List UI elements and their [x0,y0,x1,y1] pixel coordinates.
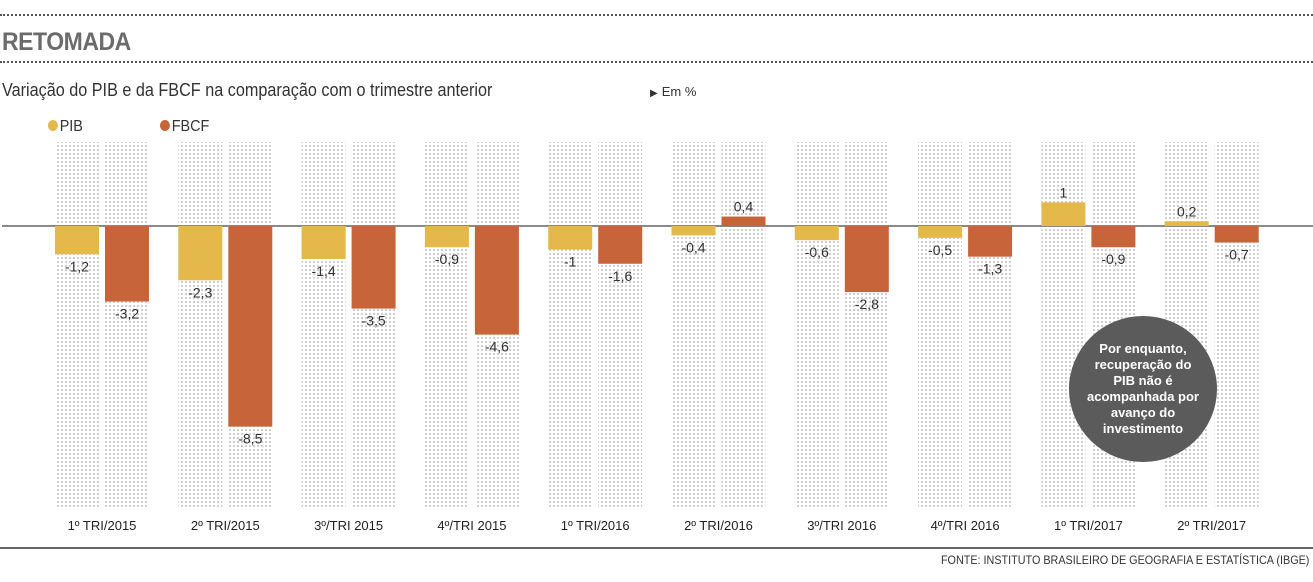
data-label: -2,3 [188,284,212,300]
data-label: -1,3 [978,261,1002,277]
source-note: FONTE: INSTITUTO BRASILEIRO DE GEOGRAFIA… [940,553,1309,567]
x-tick-label: 2º TRI/2015 [191,518,260,533]
annotation-bubble: Por enquanto, recuperação do PIB não é a… [1069,316,1217,462]
data-label: -0,7 [1225,247,1249,263]
data-label: -0,5 [928,242,952,258]
data-label: 1 [1060,184,1068,200]
bar-fbcf [721,216,766,226]
data-label: -3,2 [115,306,139,322]
bar-background-column [918,142,963,508]
bar-fbcf [844,226,889,293]
bar-pib [55,226,99,255]
bar-pib [548,226,593,250]
bar-pib [918,226,963,238]
bar-background-column [968,142,1013,508]
x-tick-label: 3º/TRI 2015 [314,518,383,533]
legend-item-pib: PIB [48,118,83,136]
x-tick-label: 4º/TRI 2015 [437,518,506,533]
data-label: -8,5 [238,431,262,447]
bar-background-column [55,142,99,508]
bar-background-column [105,142,149,508]
top-dotted-rule [0,14,1313,16]
data-label: -2,8 [855,296,879,312]
data-label: -1,2 [65,258,89,274]
bar-background-column [844,142,889,508]
bar-pib [671,226,716,236]
data-label: 0,2 [1177,203,1197,219]
bottom-rule [0,547,1313,549]
legend-dot-icon [48,120,58,131]
bar-pib [301,226,346,260]
unit-label: ▶ Em % [650,84,696,99]
legend-label: PIB [59,118,83,135]
bar-pib [178,226,223,281]
chart-title: RETOMADA [2,28,131,56]
bar-background-column [548,142,593,508]
x-tick-label: 2º TRI/2017 [1177,518,1246,533]
chart-subtitle: Variação do PIB e da FBCF na comparação … [2,80,493,100]
bar-pib [1164,221,1209,226]
bar-pib [1041,202,1086,226]
bar-fbcf [1214,226,1259,243]
bar-background-column [721,142,766,508]
x-tick-label: 1º TRI/2016 [561,518,630,533]
x-tick-label: 1º TRI/2017 [1054,518,1123,533]
bar-background-column [1214,142,1259,508]
bar-fbcf [474,226,519,335]
x-tick-label: 1º TRI/2015 [68,518,137,533]
legend-item-fbcf: FBCF [160,118,209,136]
unit-text: Em % [661,84,697,99]
bar-fbcf [968,226,1013,257]
data-label: -3,5 [362,313,386,329]
bar-fbcf [105,226,149,302]
data-label: -0,4 [681,239,705,255]
triangle-icon: ▶ [650,88,658,99]
data-label: -4,6 [485,339,509,355]
bar-background-column [351,142,396,508]
bar-fbcf [228,226,273,427]
bar-background-column [598,142,643,508]
data-label: -1,6 [608,268,632,284]
bar-fbcf [351,226,396,309]
title-dotted-rule [0,61,1313,63]
data-label: -0,9 [1101,251,1125,267]
data-label: -1,4 [312,263,336,279]
bar-background-column [794,142,839,508]
bar-background-column [424,142,469,508]
bar-background-column [178,142,223,508]
bar-background-column [671,142,716,508]
bar-fbcf [1091,226,1136,248]
data-label: 0,4 [734,199,754,215]
bar-pib [794,226,839,241]
x-tick-label: 4º/TRI 2016 [931,518,1000,533]
bar-pib [424,226,469,248]
data-label: -0,6 [805,244,829,260]
data-label: -0,9 [435,251,459,267]
legend-dot-icon [160,120,170,131]
x-tick-label: 3º/TRI 2016 [807,518,876,533]
bar-background-column [301,142,346,508]
legend-label: FBCF [171,118,210,135]
bar-fbcf [598,226,643,264]
x-tick-label: 2º TRI/2016 [684,518,753,533]
data-label: -1 [564,254,577,270]
